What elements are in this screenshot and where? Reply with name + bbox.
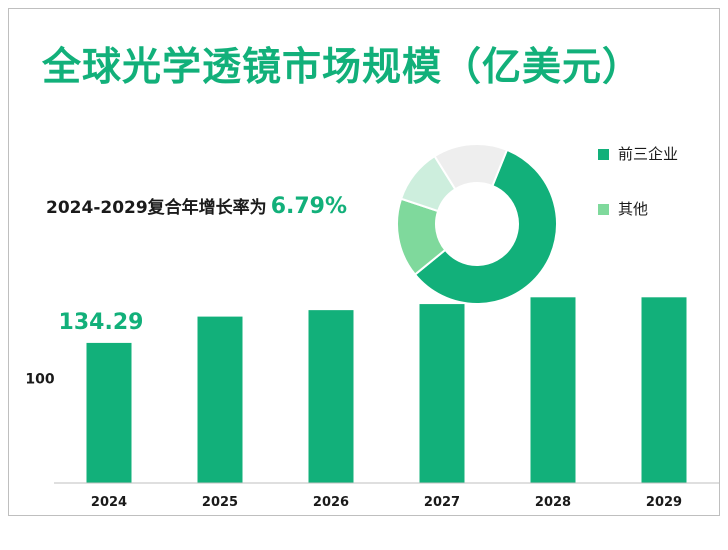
bar-2024 [86,342,132,483]
legend-swatch-others [598,204,609,215]
data-label-2024: 134.29 [59,310,144,335]
chart-title: 全球光学透镜市场规模（亿美元） [42,45,643,90]
donut-slice-1 [413,148,558,305]
cagr-text: 2024-2029复合年增长率为 6.79% [46,194,347,221]
bar-2026 [308,310,354,483]
x-tick-2027: 2027 [424,495,460,510]
x-tick-2029: 2029 [646,495,682,510]
bar-2028 [530,297,576,483]
x-tick-2024: 2024 [91,495,127,510]
cagr-value: 6.79% [270,194,348,219]
x-tick-2026: 2026 [313,495,349,510]
x-tick-2025: 2025 [202,495,238,510]
legend-label-others: 其他 [618,200,649,218]
cagr-label: 2024-2029复合年增长率为 [46,198,267,218]
x-tick-2028: 2028 [535,495,571,510]
bar-2027 [419,304,465,483]
y-tick-100: 100 [25,372,54,388]
legend-label-top3: 前三企业 [618,145,679,163]
donut-slice-4 [433,143,509,191]
bar-2029 [641,297,687,483]
bar-2025 [197,316,243,483]
legend-swatch-top3 [598,149,609,160]
